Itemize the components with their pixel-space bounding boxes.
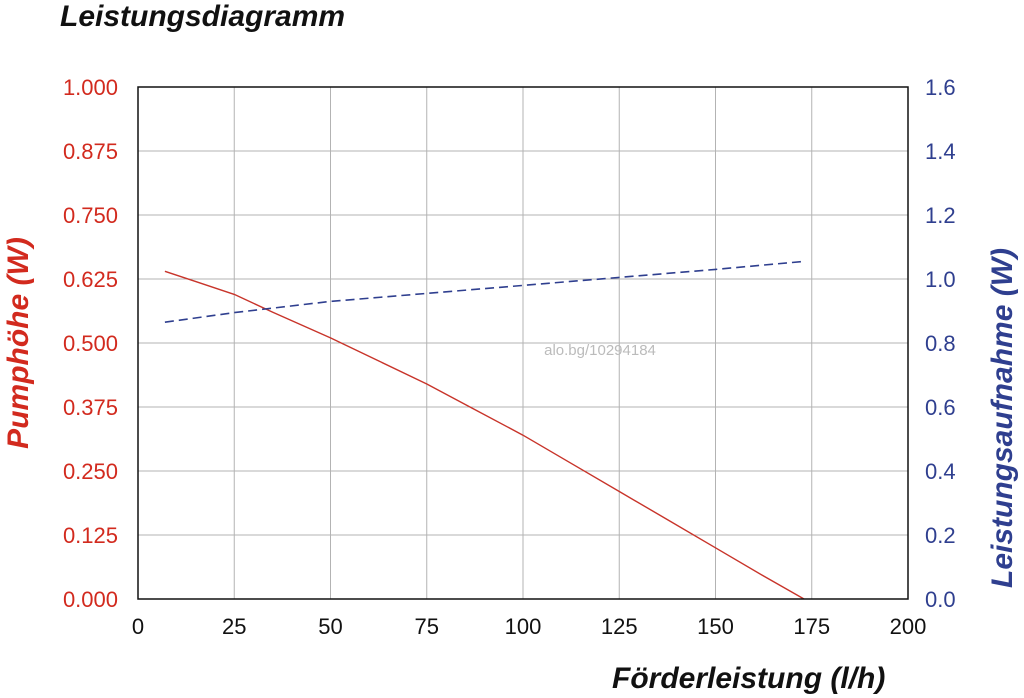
y-right-tick-label: 0.2	[925, 523, 956, 548]
chart-title: Leistungsdiagramm	[60, 0, 345, 33]
grid	[138, 87, 908, 599]
y-right-tick-label: 0.4	[925, 459, 956, 484]
y-left-tick-label: 0.250	[63, 459, 118, 484]
y-right-tick-label: 0.6	[925, 395, 956, 420]
x-tick-label: 75	[415, 614, 439, 639]
x-tick-label: 150	[697, 614, 734, 639]
y-left-tick-label: 0.750	[63, 203, 118, 228]
x-tick-label: 50	[318, 614, 342, 639]
y-right-tick-label: 1.4	[925, 139, 956, 164]
x-tick-label: 200	[890, 614, 927, 639]
y-axis-left-label: Pumphöhe (W)	[2, 237, 35, 449]
y-left-tick-label: 0.375	[63, 395, 118, 420]
watermark: alo.bg/10294184	[544, 342, 656, 359]
x-tick-label: 25	[222, 614, 246, 639]
x-axis-label: Förderleistung (l/h)	[612, 662, 885, 695]
x-tick-label: 0	[132, 614, 144, 639]
series-line-pumphoehe	[164, 270, 805, 600]
y-right-tick-label: 1.6	[925, 75, 956, 100]
y-left-tick-label: 0.875	[63, 139, 118, 164]
tick-labels: 0 25 50 75 100 125 150 175 200 0.000 0.0 0.125 0.2 0.…	[63, 75, 956, 639]
y-left-tick-label: 0.125	[63, 523, 118, 548]
y-left-tick-label: 0.625	[63, 267, 118, 292]
y-right-tick-label: 0.8	[925, 331, 956, 356]
y-left-tick-label: 1.000	[63, 75, 118, 100]
series-line-leistungsaufnahme	[164, 260, 805, 323]
x-tick-label: 175	[793, 614, 830, 639]
x-tick-label: 100	[505, 614, 542, 639]
y-right-tick-label: 1.0	[925, 267, 956, 292]
y-left-tick-label: 0.500	[63, 331, 118, 356]
y-right-tick-label: 1.2	[925, 203, 956, 228]
y-right-tick-label: 0.0	[925, 587, 956, 612]
x-tick-label: 125	[601, 614, 638, 639]
y-axis-right-label: Leistungsaufnahme (W)	[986, 248, 1019, 588]
y-left-tick-label: 0.000	[63, 587, 118, 612]
plot-frame	[137, 86, 909, 600]
series-layer	[164, 260, 805, 600]
